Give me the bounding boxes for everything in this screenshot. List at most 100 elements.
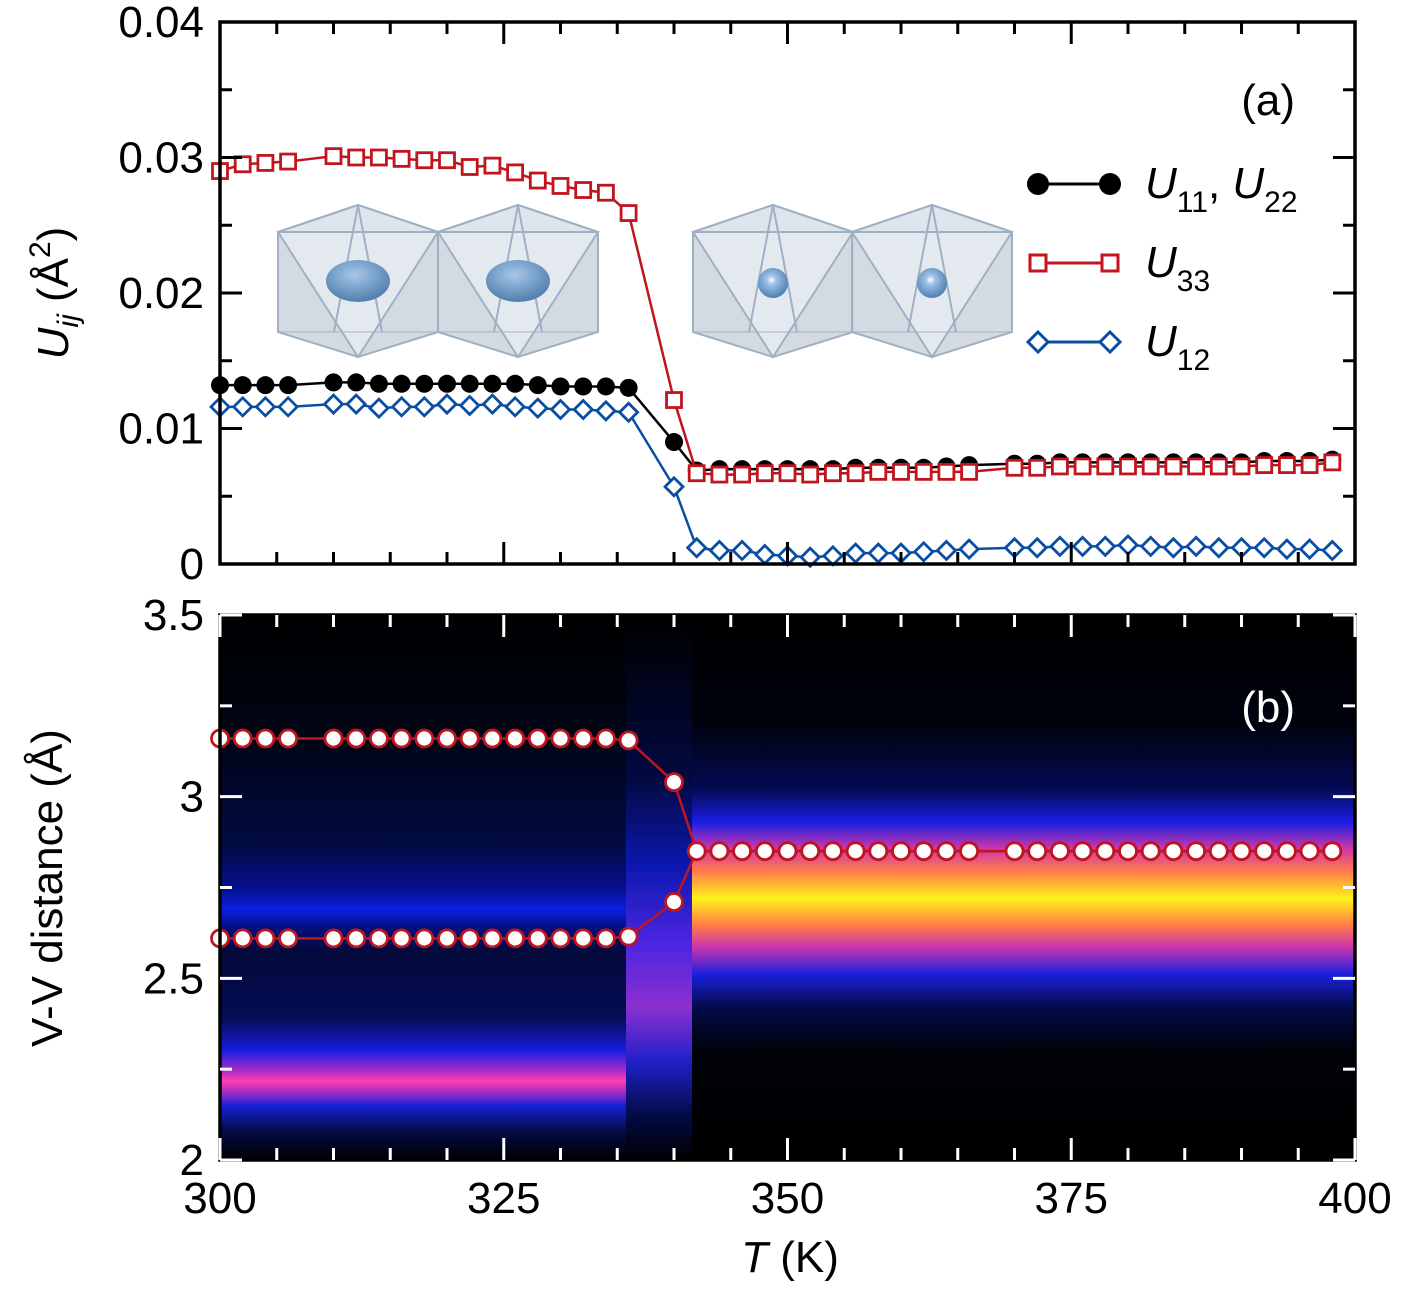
data-point xyxy=(573,928,594,949)
data-point xyxy=(733,465,751,484)
data-point xyxy=(1071,535,1094,558)
data-point xyxy=(368,928,389,949)
data-point xyxy=(1141,457,1160,476)
data-point xyxy=(277,395,300,418)
thermal-sphere xyxy=(758,268,788,298)
data-point xyxy=(232,928,253,949)
data-point xyxy=(800,841,821,862)
data-point xyxy=(594,399,617,422)
data-point xyxy=(232,728,253,749)
data-point xyxy=(959,841,979,862)
data-point xyxy=(279,152,298,171)
data-point xyxy=(755,464,774,483)
panel-a-y-axis-title: Uij (Å2) xyxy=(24,227,85,360)
data-point xyxy=(481,393,504,416)
data-point xyxy=(1232,457,1251,476)
data-point xyxy=(1117,534,1139,557)
data-point xyxy=(869,462,888,481)
data-point xyxy=(935,539,958,562)
x-tick-label: 350 xyxy=(751,1174,824,1223)
data-point xyxy=(459,928,480,949)
series-u12 xyxy=(209,393,1344,569)
data-point xyxy=(323,928,344,949)
data-point xyxy=(801,465,820,484)
thermal-sphere xyxy=(917,268,947,298)
data-point xyxy=(458,394,481,417)
data-point xyxy=(1026,536,1049,559)
data-point xyxy=(1300,456,1319,474)
series-line xyxy=(220,402,1333,559)
data-point xyxy=(912,540,935,563)
series-short-v-v xyxy=(210,841,1343,949)
data-point xyxy=(754,841,775,862)
data-point xyxy=(960,462,978,481)
data-point xyxy=(731,539,754,562)
data-point xyxy=(574,181,593,199)
y-tick-label: 0.02 xyxy=(118,269,204,318)
svg-text:U12: U12 xyxy=(1145,317,1210,377)
data-point xyxy=(1072,841,1093,862)
data-point xyxy=(597,183,615,202)
thermal-ellipsoid xyxy=(326,260,390,302)
data-point xyxy=(867,542,890,565)
data-point xyxy=(618,926,639,947)
data-point xyxy=(255,728,276,749)
data-point xyxy=(231,395,254,418)
data-point xyxy=(506,163,525,182)
panel-a-ticks: 0 0.01 0.02 0.03 0.04 xyxy=(118,0,1357,589)
series-u33 xyxy=(211,147,1342,484)
data-point xyxy=(1185,535,1208,558)
data-point xyxy=(438,374,456,393)
y-tick-label: 2 xyxy=(180,1136,204,1185)
data-point xyxy=(279,376,298,395)
x-tick-label: 300 xyxy=(183,1174,256,1223)
data-point xyxy=(482,728,503,749)
data-point xyxy=(256,376,275,395)
data-point xyxy=(891,841,911,862)
data-point xyxy=(596,728,616,749)
data-point xyxy=(233,155,252,174)
data-point xyxy=(1231,841,1252,862)
data-point xyxy=(1186,841,1206,862)
panel-b: 2 2.5 3 3.5 300 325 350 375 400 (b) V-V distance… xyxy=(23,591,1392,1223)
data-point xyxy=(1209,457,1228,476)
data-point xyxy=(505,928,525,949)
data-point xyxy=(255,928,276,949)
data-point xyxy=(778,464,797,483)
data-point xyxy=(1118,841,1138,862)
data-point xyxy=(936,841,957,862)
legend-entry-u12: U12 xyxy=(1025,317,1210,377)
data-point xyxy=(345,393,368,416)
data-point xyxy=(1255,456,1274,474)
data-point xyxy=(1096,457,1115,476)
data-point xyxy=(415,151,434,170)
heatmap-band-high-temperature xyxy=(692,615,1355,1160)
data-point xyxy=(233,376,252,395)
data-point xyxy=(914,462,933,481)
data-point xyxy=(438,151,456,170)
svg-text:U33: U33 xyxy=(1145,238,1210,298)
data-point xyxy=(322,393,345,416)
data-point xyxy=(1278,456,1296,474)
data-point xyxy=(1298,538,1321,561)
data-point xyxy=(278,728,299,749)
legend-entry-u33: U33 xyxy=(1028,238,1210,298)
x-tick-label: 375 xyxy=(1035,1174,1108,1223)
data-point xyxy=(1005,458,1024,477)
data-point xyxy=(1321,539,1344,562)
data-point xyxy=(1139,535,1162,558)
data-point xyxy=(324,373,343,392)
data-point xyxy=(913,841,934,862)
data-point xyxy=(1004,841,1025,862)
data-point xyxy=(369,148,388,167)
data-point xyxy=(1163,841,1184,862)
data-point xyxy=(753,543,776,566)
data-point xyxy=(483,156,502,175)
data-point xyxy=(413,395,436,418)
data-point xyxy=(1027,841,1048,862)
data-point xyxy=(824,464,842,483)
data-point xyxy=(483,374,502,393)
data-point xyxy=(799,546,822,569)
octahedron-sphere-1 xyxy=(691,203,855,359)
data-point xyxy=(323,728,344,749)
